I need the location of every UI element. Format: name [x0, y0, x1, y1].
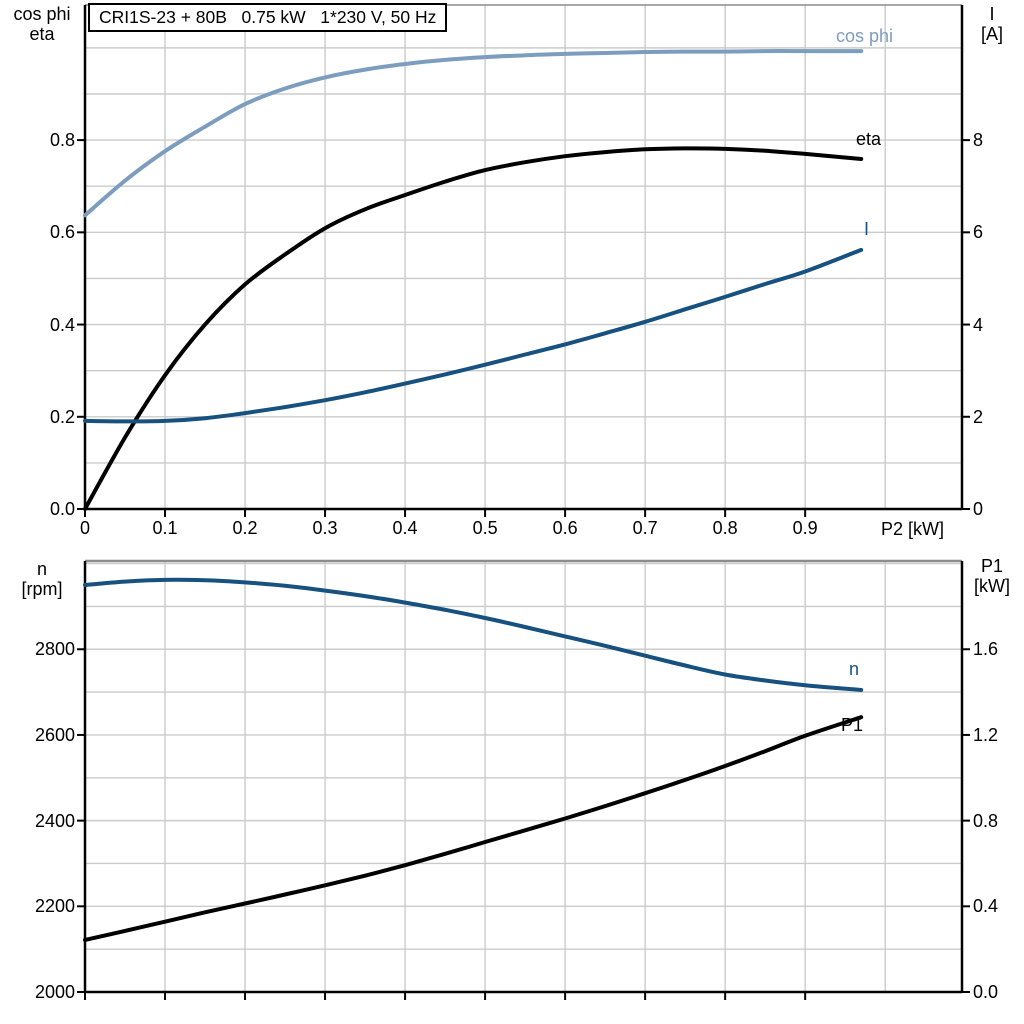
tick-label: 0.9 — [792, 518, 818, 538]
axis-header-line: [A] — [980, 24, 1003, 44]
tick-label: 0 — [973, 499, 984, 519]
tick-label: 0.1 — [152, 518, 178, 538]
tick-label: 0.5 — [472, 518, 498, 538]
tick-label: 1.6 — [973, 639, 999, 660]
tick-label: 0.3 — [312, 518, 338, 538]
curve-n — [83, 577, 864, 692]
tick-label: 2400 — [34, 810, 75, 831]
tick-label: 0.8 — [712, 518, 738, 538]
axis-header-line: I — [989, 4, 995, 24]
curve-label-speed: n — [849, 659, 860, 679]
tick-label: 1.2 — [973, 724, 999, 745]
curve-eta — [83, 146, 864, 511]
bottom-left-axis-header: n [rpm] — [1, 559, 83, 599]
curve-label-eta: eta — [856, 129, 882, 149]
top-left-axis-header: cos phi eta — [1, 4, 83, 44]
top-right-axis-header: I [A] — [963, 4, 1021, 44]
tick-label: 2600 — [34, 724, 75, 745]
tick-label: 2200 — [34, 896, 75, 917]
tick-label: 8 — [973, 130, 984, 151]
tick-label: 2800 — [34, 639, 75, 660]
tick-label: 0.6 — [552, 518, 578, 538]
axis-header-line: P1 — [980, 556, 1004, 576]
tick-label: 2000 — [34, 982, 75, 1002]
tick-label: 0.0 — [973, 982, 999, 1002]
tick-label: 6 — [973, 222, 984, 243]
axis-header-line: cos phi — [13, 4, 71, 24]
tick-label: 4 — [973, 314, 984, 335]
tick-label: 0.0 — [49, 499, 75, 519]
bottom-right-axis-header: P1 [kW] — [963, 556, 1021, 596]
curve-p1 — [83, 715, 864, 942]
curve-label-p1: P1 — [841, 715, 864, 735]
tick-label: 0.2 — [49, 406, 75, 427]
axis-header-line: n — [36, 559, 47, 579]
tick-label: 0.2 — [232, 518, 258, 538]
curve-cos-phi — [83, 49, 864, 218]
tick-label: 0 — [79, 518, 90, 538]
tick-label: 0.4 — [49, 314, 75, 335]
tick-label: 0.7 — [632, 518, 658, 538]
tick-label: 0.8 — [973, 810, 999, 831]
curve-i — [83, 247, 864, 424]
x-axis-label: P2 [kW] — [881, 519, 945, 539]
curve-label-cos-phi: cos phi — [836, 26, 894, 46]
tick-label: 0.6 — [49, 222, 75, 243]
axis-header-line: eta — [29, 24, 55, 44]
chart-title: CRI1S-23 + 80B 0.75 kW 1*230 V, 50 Hz — [88, 3, 448, 32]
axis-header-line: [kW] — [974, 576, 1010, 596]
tick-label: 2 — [973, 406, 984, 427]
tick-label: 0.4 — [392, 518, 418, 538]
tick-label: 0.8 — [49, 130, 75, 151]
curve-label-current: I — [864, 219, 870, 239]
tick-label: 0.4 — [973, 896, 999, 917]
axis-header-line: [rpm] — [21, 579, 63, 599]
